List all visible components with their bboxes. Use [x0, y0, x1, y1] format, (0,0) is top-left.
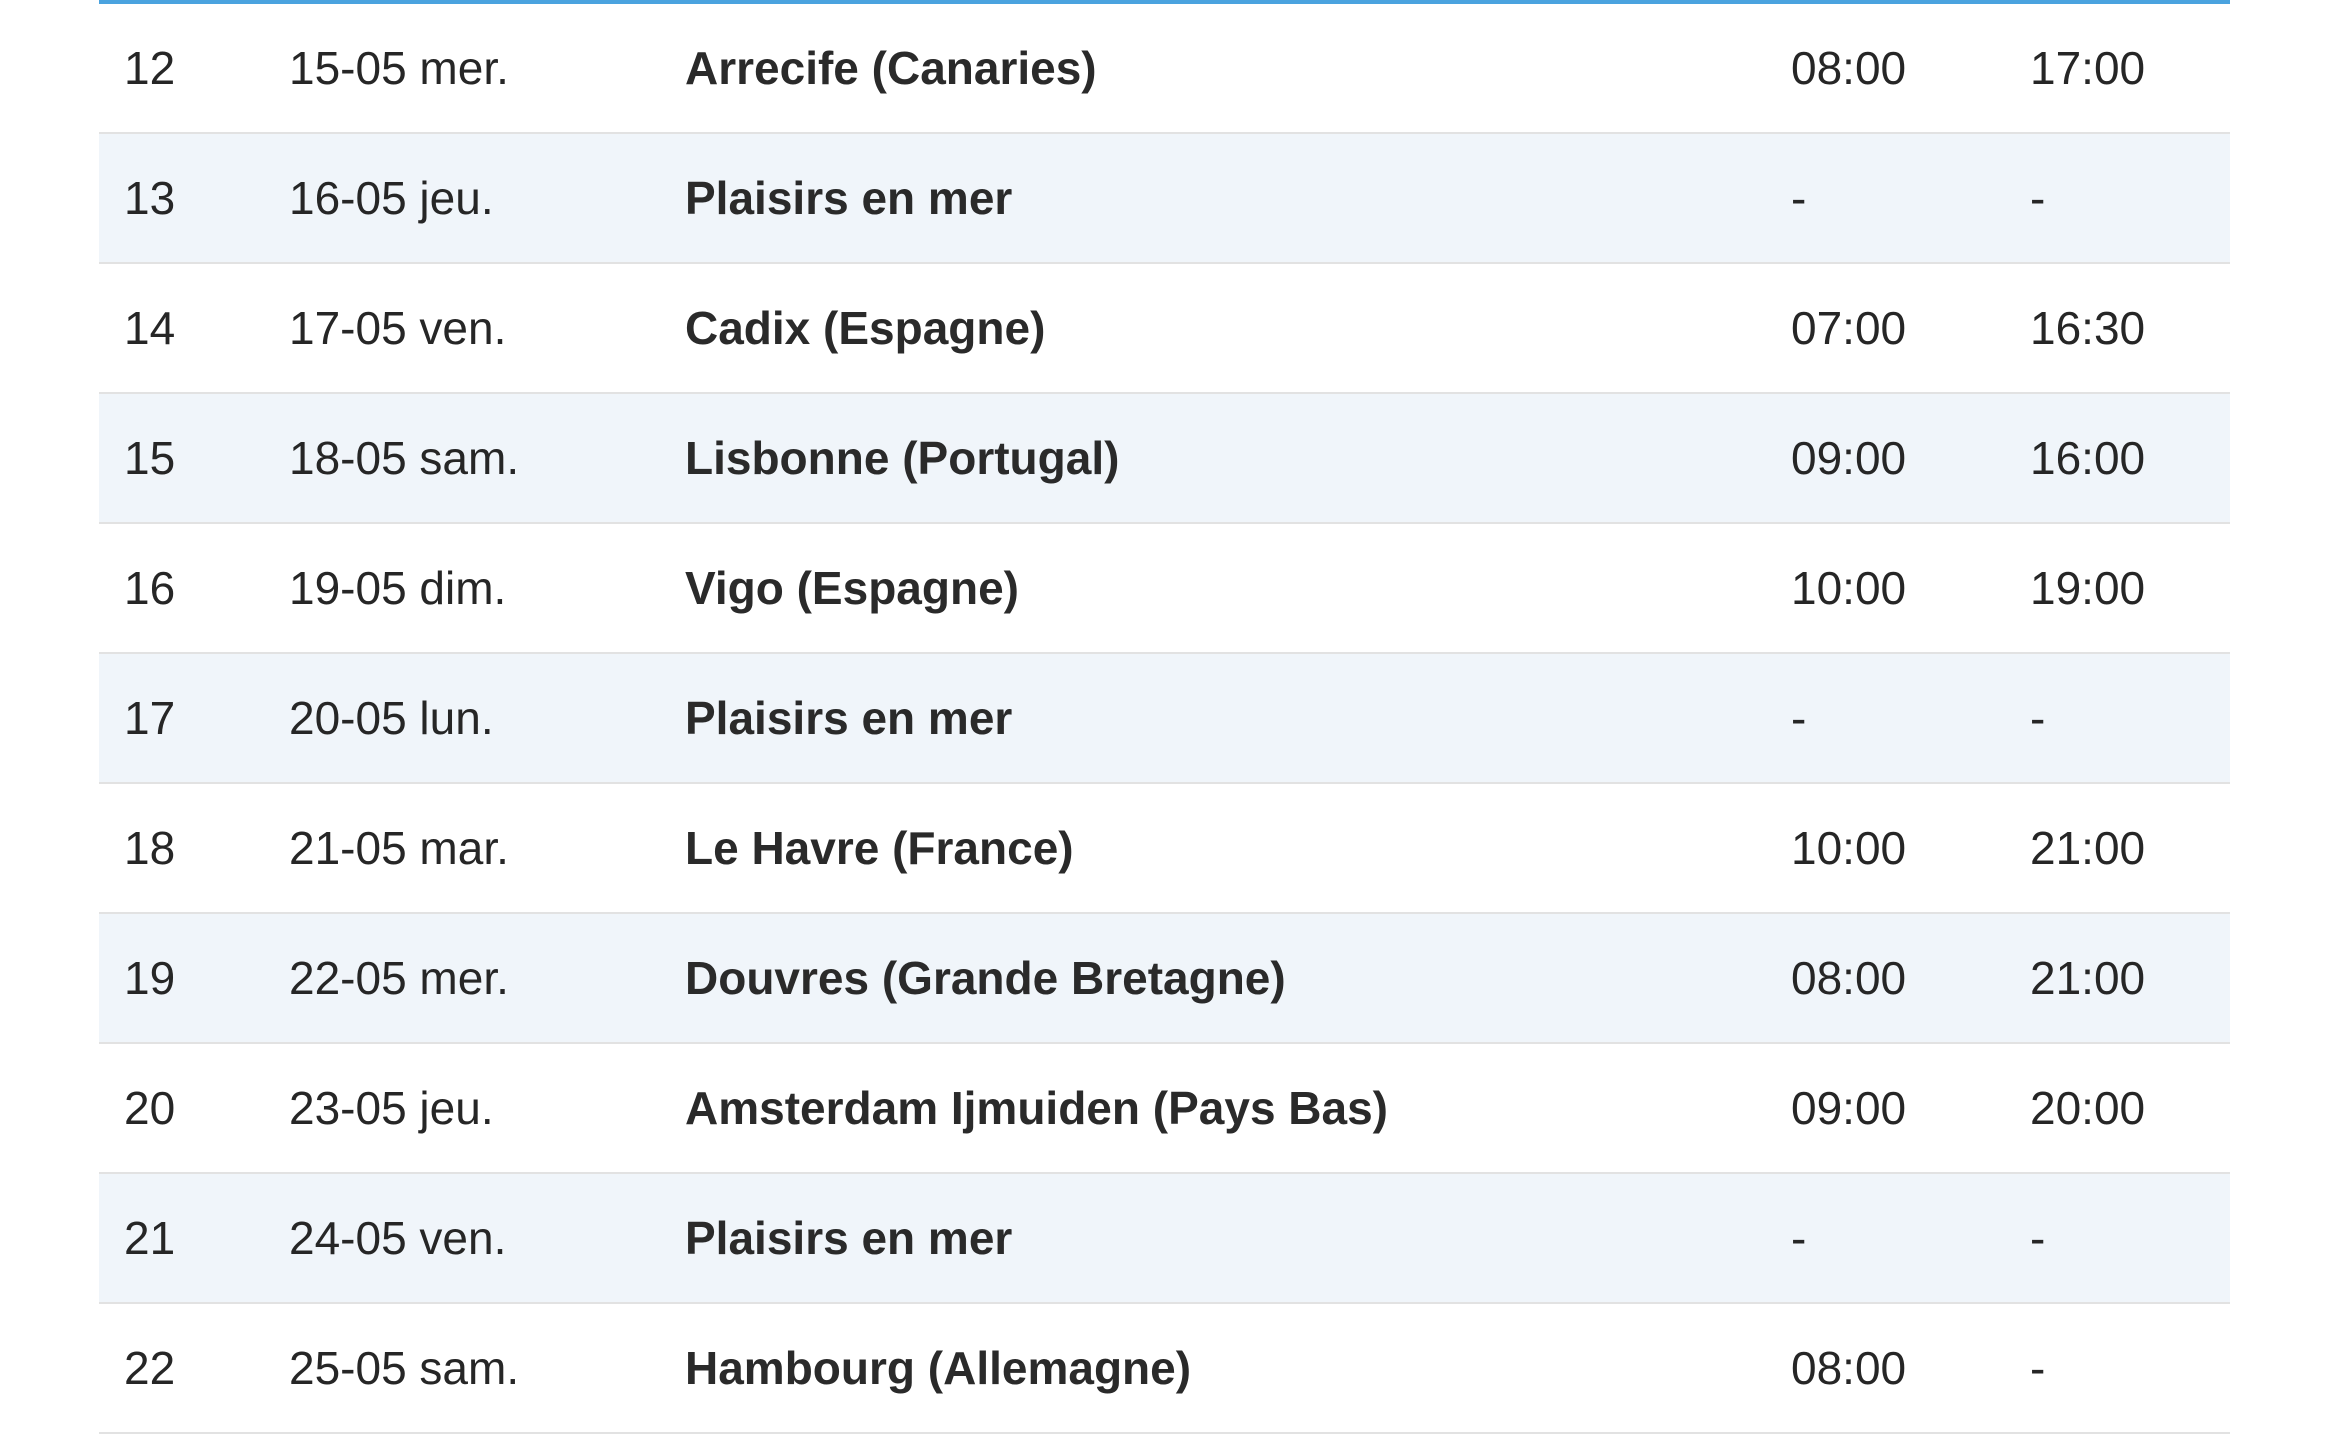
arrival-time-cell: -: [1791, 172, 1807, 224]
port-cell: Plaisirs en mer: [685, 1212, 1013, 1264]
table-row: 16 19-05 dim. Vigo (Espagne) 10:00 19:00: [99, 524, 2230, 654]
table-row: 17 20-05 lun. Plaisirs en mer - -: [99, 654, 2230, 784]
day-cell: 13: [124, 172, 176, 224]
departure-time-cell: 21:00: [2030, 822, 2146, 874]
table-row: 12 15-05 mer. Arrecife (Canaries) 08:00 17:0…: [99, 4, 2230, 134]
arrival-time-cell: 09:00: [1791, 1082, 1907, 1134]
port-cell: Le Havre (France): [685, 822, 1074, 874]
date-cell: 17-05 ven.: [289, 302, 507, 354]
arrival-time-cell: 09:00: [1791, 432, 1907, 484]
table-row: 19 22-05 mer. Douvres (Grande Bretagne) 08:…: [99, 914, 2230, 1044]
departure-time-cell: 16:30: [2030, 302, 2146, 354]
date-cell: 19-05 dim.: [289, 562, 507, 614]
day-cell: 19: [124, 952, 176, 1004]
day-cell: 18: [124, 822, 176, 874]
departure-time-cell: -: [2030, 1342, 2046, 1394]
table-row: 21 24-05 ven. Plaisirs en mer - -: [99, 1174, 2230, 1304]
port-cell: Cadix (Espagne): [685, 302, 1046, 354]
departure-time-cell: 16:00: [2030, 432, 2146, 484]
arrival-time-cell: 07:00: [1791, 302, 1907, 354]
arrival-time-cell: 08:00: [1791, 1342, 1907, 1394]
arrival-time-cell: 10:00: [1791, 822, 1907, 874]
departure-time-cell: 17:00: [2030, 42, 2146, 94]
departure-time-cell: 21:00: [2030, 952, 2146, 1004]
departure-time-cell: 20:00: [2030, 1082, 2146, 1134]
table-row: 20 23-05 jeu. Amsterdam Ijmuiden (Pays Bas…: [99, 1044, 2230, 1174]
day-cell: 12: [124, 42, 176, 94]
itinerary-table: 12 15-05 mer. Arrecife (Canaries) 08:00 17:0…: [99, 0, 2230, 1434]
date-cell: 25-05 sam.: [289, 1342, 520, 1394]
day-cell: 21: [124, 1212, 176, 1264]
port-cell: Douvres (Grande Bretagne): [685, 952, 1286, 1004]
departure-time-cell: 19:00: [2030, 562, 2146, 614]
port-cell: Hambourg (Allemagne): [685, 1342, 1192, 1394]
day-cell: 20: [124, 1082, 176, 1134]
port-cell: Plaisirs en mer: [685, 172, 1013, 224]
table-row: 22 25-05 sam. Hambourg (Allemagne) 08:00 -: [99, 1304, 2230, 1434]
departure-time-cell: -: [2030, 1212, 2046, 1264]
date-cell: 22-05 mer.: [289, 952, 509, 1004]
table-row: 14 17-05 ven. Cadix (Espagne) 07:00 16:30: [99, 264, 2230, 394]
arrival-time-cell: 10:00: [1791, 562, 1907, 614]
table-row: 13 16-05 jeu. Plaisirs en mer - -: [99, 134, 2230, 264]
day-cell: 22: [124, 1342, 176, 1394]
departure-time-cell: -: [2030, 692, 2046, 744]
table-row: 15 18-05 sam. Lisbonne (Portugal) 09:00 16:0…: [99, 394, 2230, 524]
port-cell: Plaisirs en mer: [685, 692, 1013, 744]
port-cell: Vigo (Espagne): [685, 562, 1019, 614]
departure-time-cell: -: [2030, 172, 2046, 224]
date-cell: 18-05 sam.: [289, 432, 520, 484]
port-cell: Lisbonne (Portugal): [685, 432, 1120, 484]
day-cell: 15: [124, 432, 176, 484]
date-cell: 15-05 mer.: [289, 42, 509, 94]
port-cell: Arrecife (Canaries): [685, 42, 1097, 94]
port-cell: Amsterdam Ijmuiden (Pays Bas): [685, 1082, 1389, 1134]
arrival-time-cell: 08:00: [1791, 952, 1907, 1004]
date-cell: 20-05 lun.: [289, 692, 494, 744]
arrival-time-cell: -: [1791, 692, 1807, 744]
date-cell: 24-05 ven.: [289, 1212, 507, 1264]
day-cell: 14: [124, 302, 176, 354]
arrival-time-cell: 08:00: [1791, 42, 1907, 94]
day-cell: 16: [124, 562, 176, 614]
date-cell: 23-05 jeu.: [289, 1082, 494, 1134]
table-row: 18 21-05 mar. Le Havre (France) 10:00 21:00: [99, 784, 2230, 914]
date-cell: 16-05 jeu.: [289, 172, 494, 224]
date-cell: 21-05 mar.: [289, 822, 509, 874]
arrival-time-cell: -: [1791, 1212, 1807, 1264]
day-cell: 17: [124, 692, 176, 744]
